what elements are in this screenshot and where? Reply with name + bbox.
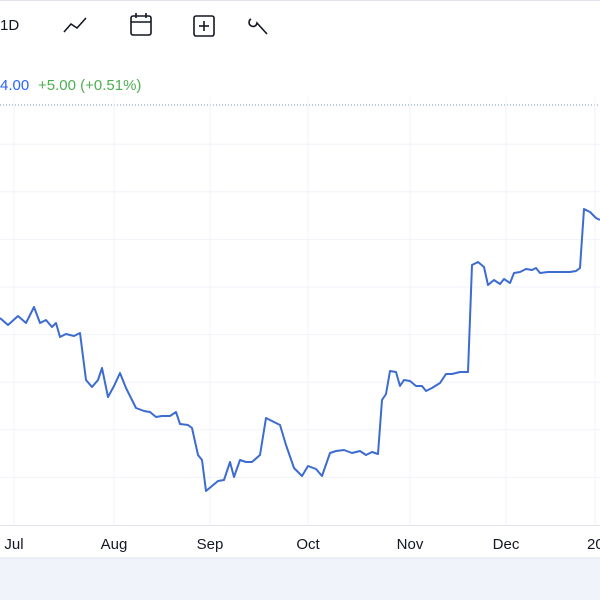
bottom-panel — [0, 558, 600, 600]
x-tick-label: Aug — [101, 536, 128, 553]
x-tick-label: Oct — [296, 536, 320, 553]
add-icon[interactable] — [193, 15, 215, 37]
interval-button[interactable]: 1D — [0, 17, 19, 34]
price: 4.00 — [0, 77, 29, 94]
x-tick-label: 20 — [587, 536, 600, 553]
x-tick-label: Sep — [197, 536, 224, 553]
price-line — [0, 208, 600, 492]
indicator-icon[interactable] — [63, 17, 87, 33]
settings-icon[interactable] — [248, 18, 268, 35]
toolbar — [0, 0, 600, 52]
grid — [0, 97, 600, 525]
x-tick-label: Nov — [397, 536, 424, 553]
price-change: +5.00 (+0.51%) — [38, 77, 141, 94]
x-tick-label: Jul — [4, 536, 23, 553]
x-tick-label: Dec — [493, 536, 520, 553]
calendar-icon[interactable] — [130, 13, 152, 36]
